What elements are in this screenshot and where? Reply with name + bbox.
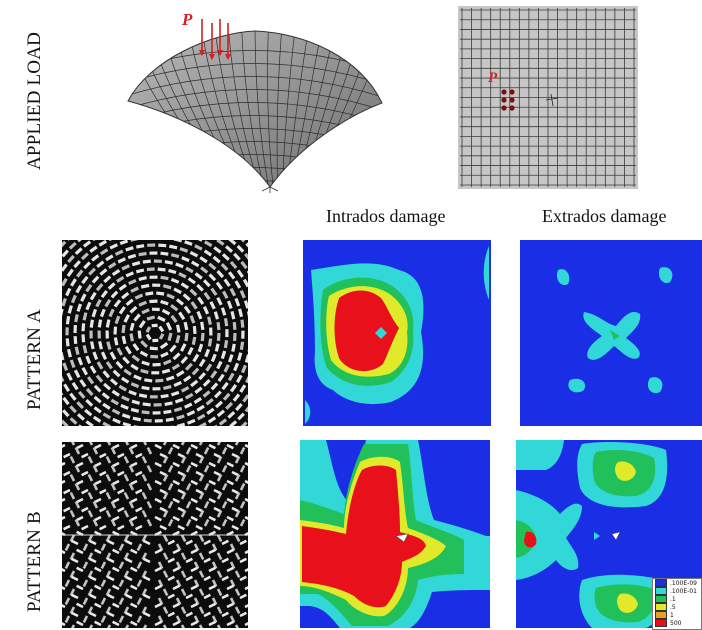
pattern-a-intrados-map [303,240,491,426]
legend-swatch [655,587,667,595]
legend-entry: .100E-09 [653,579,701,587]
legend-entry: 500 [653,619,701,627]
vault-3d-view: P [120,5,390,195]
pattern-b-photo [62,442,248,628]
column-title-intrados: Intrados damage [326,206,446,226]
load-arrows-icon [199,19,231,60]
column-title-extrados: Extrados damage [542,206,667,226]
legend-swatch [655,595,667,603]
legend-swatch [655,579,667,587]
legend-entry: .100E-01 [653,587,701,595]
legend-label: .5 [670,603,676,611]
pattern-a-photo [62,240,248,426]
legend-entry: .1 [653,595,701,603]
legend-swatch [655,611,667,619]
pattern-a-extrados-map [520,240,702,426]
legend-entry: .5 [653,603,701,611]
row-label-pattern-a: PATTERN A [24,309,45,410]
legend-entry: 1 [653,611,701,619]
row-label-pattern-b: PATTERN B [24,511,45,612]
vault-surface [127,30,383,188]
row-label-applied-load: APPLIED LOAD [24,31,45,170]
legend-label: .100E-09 [670,579,697,587]
damage-legend: .100E-09.100E-01.1.5 1 500 [652,578,702,630]
legend-label: .1 [670,595,676,603]
support-icon-plan [545,93,559,107]
vault-plan-view: P [458,6,638,189]
load-symbol-p: P [181,10,193,29]
legend-label: 1 [670,611,674,619]
legend-label: 500 [670,619,682,627]
legend-swatch [655,619,667,627]
legend-swatch [655,603,667,611]
pattern-b-intrados-map [300,440,490,628]
support-icon [261,186,279,193]
load-points-icon [501,89,515,111]
legend-label: .100E-01 [670,587,697,595]
load-symbol-p-plan: P [488,70,498,86]
